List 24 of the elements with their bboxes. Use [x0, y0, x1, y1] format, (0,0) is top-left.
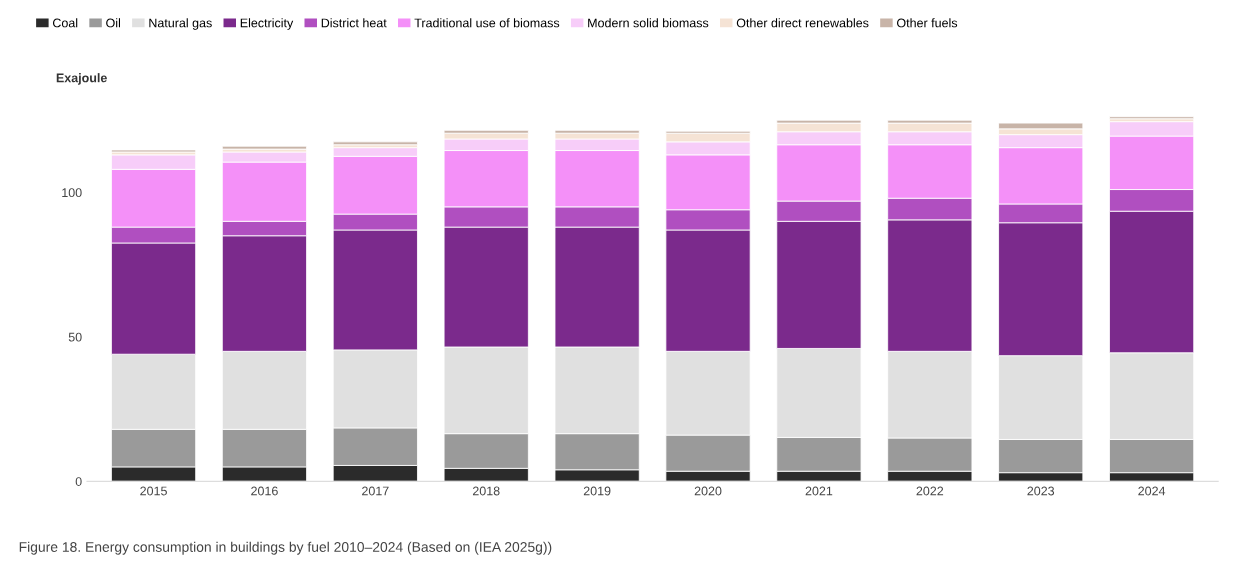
x-tick-label: 2021 [805, 486, 833, 496]
caption: Figure 18. Energy consumption in buildings by fuel 2010–2024 (Based on (IEA 2025g)) [19, 541, 552, 555]
x-tick-label: 2019 [583, 486, 611, 496]
legend-label: Other fuels [897, 18, 958, 28]
x-tick-label: 2015 [140, 486, 167, 496]
legend-label: Modern solid biomass [588, 18, 709, 28]
y-tick-label: 50 [68, 332, 82, 342]
y-tick-label: 0 [75, 477, 82, 486]
legend-label: Oil [106, 18, 121, 28]
legend-label: Coal [52, 18, 78, 28]
x-tick-label: 2018 [472, 486, 500, 496]
legend-label: Electricity [240, 18, 294, 30]
legend-label: Natural gas [149, 18, 212, 30]
legend-label: Other direct renewables [736, 18, 869, 28]
x-tick-label: 2024 [1138, 486, 1166, 496]
y-tick-label: 100 [62, 188, 82, 198]
y-axis-title: Exajoule [56, 73, 107, 85]
x-tick-label: 2022 [916, 486, 944, 496]
x-tick-label: 2020 [694, 486, 722, 496]
x-tick-label: 2023 [1027, 486, 1055, 496]
legend-label: District heat [321, 18, 387, 28]
x-tick-label: 2016 [251, 486, 278, 496]
x-tick-label: 2017 [362, 486, 389, 496]
legend-label: Traditional use of biomass [414, 18, 560, 28]
